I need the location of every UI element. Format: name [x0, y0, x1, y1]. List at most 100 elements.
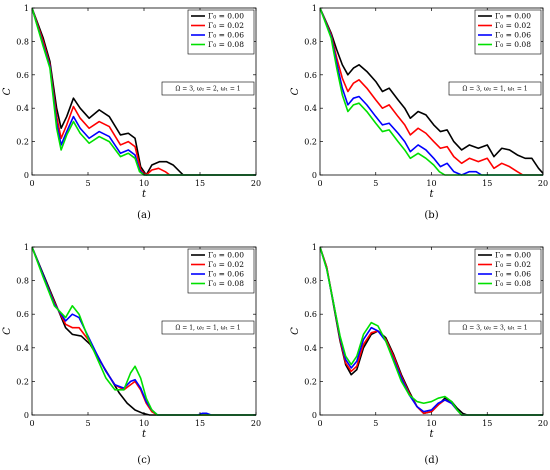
y-axis-label: C: [290, 87, 301, 95]
y-tick-label: 0.2: [16, 138, 29, 147]
y-tick-label: 0.6: [16, 71, 29, 80]
x-tick-label: 20: [538, 179, 548, 188]
param-label: Ω = 1, ω₂ = 1, ω₁ = 1: [175, 325, 240, 332]
legend-label: Γ₀ = 0.06: [495, 270, 531, 279]
y-tick-label: 0.4: [16, 344, 29, 353]
x-tick-label: 15: [195, 179, 205, 188]
x-tick-label: 10: [139, 179, 149, 188]
y-tick-label: 0.8: [304, 37, 317, 46]
y-axis-label: C: [2, 87, 13, 95]
y-tick-label: 0: [312, 171, 317, 180]
x-axis-label: t: [142, 189, 147, 200]
legend-box: [187, 9, 255, 55]
y-tick-label: 1: [312, 4, 317, 13]
x-tick-label: 5: [373, 179, 378, 188]
legend-label: Γ₀ = 0.08: [208, 279, 244, 288]
y-tick-label: 0.6: [16, 310, 29, 319]
legend-box: [474, 248, 542, 294]
x-tick-label: 0: [29, 419, 34, 428]
subfigure-caption: (d): [424, 455, 438, 466]
param-box: [448, 81, 542, 96]
param-box: [161, 81, 255, 96]
x-tick-label: 0: [317, 419, 322, 428]
series-line-3: [32, 7, 256, 176]
x-axis-label: t: [429, 429, 434, 440]
legend-label: Γ₀ = 0.08: [495, 40, 531, 49]
y-tick-label: 0.2: [16, 377, 29, 386]
legend-label: Γ₀ = 0.06: [208, 31, 244, 40]
series-line-1: [320, 7, 543, 176]
x-tick-label: 10: [426, 419, 436, 428]
series-line-0: [320, 7, 543, 174]
x-tick-label: 5: [85, 179, 90, 188]
legend-label: Γ₀ = 0.02: [495, 21, 531, 30]
y-tick-label: 1: [24, 4, 29, 13]
y-tick-label: 0.4: [304, 104, 317, 113]
y-tick-label: 0.8: [16, 277, 29, 286]
y-tick-label: 1: [312, 243, 317, 252]
x-axis-label: t: [429, 189, 434, 200]
legend-label: Γ₀ = 0.02: [495, 260, 531, 269]
x-tick-label: 15: [482, 179, 492, 188]
legend-label: Γ₀ = 0.00: [495, 251, 531, 260]
legend-label: Γ₀ = 0.00: [208, 12, 244, 21]
y-tick-label: 0.8: [16, 37, 29, 46]
series-line-1: [32, 7, 256, 176]
legend-label: Γ₀ = 0.06: [208, 270, 244, 279]
legend-label: Γ₀ = 0.08: [208, 40, 244, 49]
x-tick-label: 5: [373, 419, 378, 428]
legend-box: [474, 9, 542, 55]
y-tick-label: 0.6: [304, 310, 317, 319]
subfigure-caption: (a): [137, 210, 151, 221]
param-label: Ω = 3, ω₂ = 2, ω₁ = 1: [175, 86, 240, 93]
legend-label: Γ₀ = 0.08: [495, 279, 531, 288]
param-label: Ω = 3, ω₂ = 3, ω₁ = 1: [462, 325, 527, 332]
y-tick-label: 0.8: [304, 277, 317, 286]
param-box: [448, 320, 542, 335]
y-tick-label: 0.4: [304, 344, 317, 353]
y-tick-label: 0.6: [304, 71, 317, 80]
series-line-3: [320, 246, 543, 416]
y-tick-label: 1: [24, 243, 29, 252]
param-box: [161, 320, 255, 335]
x-tick-label: 20: [251, 179, 261, 188]
x-tick-label: 15: [195, 419, 205, 428]
subfigure-caption: (c): [137, 455, 151, 466]
x-tick-label: 5: [85, 419, 90, 428]
legend-box: [187, 248, 255, 294]
y-tick-label: 0.4: [16, 104, 29, 113]
x-tick-label: 20: [538, 419, 548, 428]
x-tick-label: 10: [426, 179, 436, 188]
y-tick-label: 0: [24, 411, 29, 420]
y-tick-label: 0.2: [304, 377, 317, 386]
x-tick-label: 15: [482, 419, 492, 428]
series-line-3: [320, 7, 543, 176]
x-tick-label: 10: [139, 419, 149, 428]
series-line-0: [32, 7, 256, 176]
legend-label: Γ₀ = 0.00: [208, 251, 244, 260]
x-tick-label: 20: [251, 419, 261, 428]
y-tick-label: 0: [312, 411, 317, 420]
series-line-3: [32, 246, 256, 416]
x-tick-label: 0: [317, 179, 322, 188]
legend-label: Γ₀ = 0.02: [208, 260, 244, 269]
subfigure-caption: (b): [424, 210, 438, 221]
legend-label: Γ₀ = 0.00: [495, 12, 531, 21]
legend-label: Γ₀ = 0.06: [495, 31, 531, 40]
legend-label: Γ₀ = 0.02: [208, 21, 244, 30]
x-tick-label: 0: [29, 179, 34, 188]
y-axis-label: C: [2, 327, 13, 335]
y-tick-label: 0: [24, 171, 29, 180]
y-axis-label: C: [290, 327, 301, 335]
y-tick-label: 0.2: [304, 138, 317, 147]
x-axis-label: t: [142, 429, 147, 440]
